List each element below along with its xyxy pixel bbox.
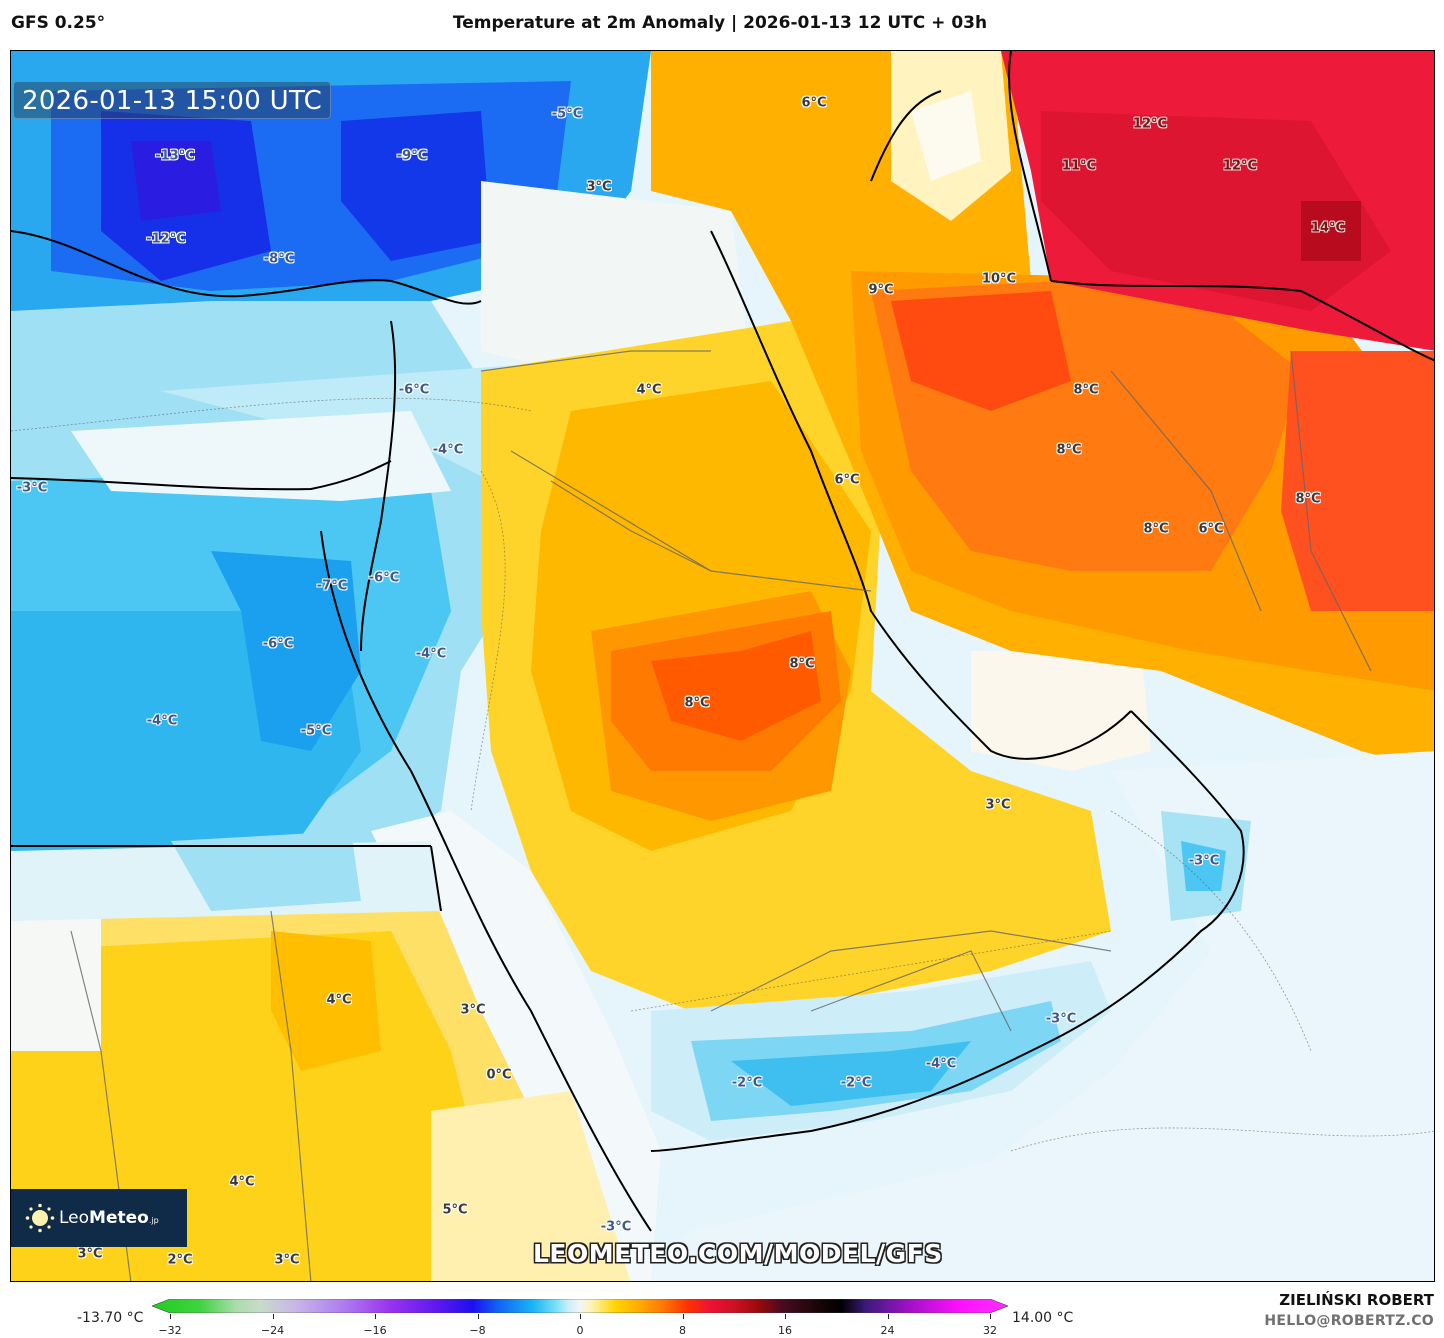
temperature-label: 11°C (1061, 158, 1097, 174)
anomaly-field (11, 51, 1434, 1281)
temperature-label: 3°C (586, 179, 612, 195)
temperature-label: -3°C (1045, 1011, 1077, 1027)
chart-title-text: Temperature at 2m Anomaly | 2026-01-13 1… (452, 13, 988, 33)
temperature-label: -8°C (263, 251, 295, 267)
temperature-label: -2°C (840, 1075, 872, 1091)
source-url-watermark[interactable]: LEOMETEO.COM/MODEL/GFS (533, 1239, 943, 1268)
colorbar-min-label: -13.70 °C (77, 1310, 144, 1326)
temperature-label: 14°C (1310, 220, 1346, 236)
temperature-label: -5°C (551, 106, 583, 122)
valid-time-box: 2026-01-13 15:00 UTC (13, 81, 332, 119)
temperature-label: 5°C (442, 1202, 468, 1218)
temperature-label: -13°C (155, 148, 195, 164)
temperature-label: 2°C (167, 1252, 193, 1268)
leometeo-logo[interactable]: LeoMeteo.jp (11, 1189, 187, 1247)
temperature-label: -6°C (368, 570, 400, 586)
temperature-label: -4°C (925, 1056, 957, 1072)
temperature-label: 6°C (801, 95, 827, 111)
temperature-label: 3°C (77, 1246, 103, 1262)
temperature-label: 3°C (460, 1002, 486, 1018)
colorbar (152, 1299, 1008, 1313)
temperature-label: 8°C (1073, 382, 1099, 398)
colorbar-tick-mark (887, 1314, 889, 1319)
temperature-label: 3°C (985, 797, 1011, 813)
colorbar-tick-label: −32 (158, 1324, 182, 1337)
temperature-label: 4°C (229, 1174, 255, 1190)
temperature-label: 9°C (868, 282, 894, 298)
temperature-label: 4°C (636, 382, 662, 398)
colorbar-tick-mark (477, 1314, 479, 1319)
temperature-label: 12°C (1132, 116, 1168, 132)
colorbar-tick-label: −24 (260, 1324, 285, 1337)
temperature-label: -3°C (1188, 853, 1220, 869)
temperature-label: 6°C (1198, 521, 1224, 537)
temperature-label: 8°C (1056, 442, 1082, 458)
colorbar-tick-mark (580, 1314, 581, 1319)
colorbar-tick-mark (170, 1314, 171, 1319)
temperature-label: -9°C (396, 148, 428, 164)
temperature-anomaly-map[interactable]: 2026-01-13 15:00 UTC -13°C -12°C -9°C -8°C -… (10, 50, 1435, 1282)
colorbar-tick-label: 16 (778, 1324, 792, 1337)
temperature-label: 3°C (274, 1252, 300, 1268)
temperature-label: -4°C (146, 713, 178, 729)
temperature-label: -4°C (432, 442, 464, 458)
colorbar-tick-label: 24 (880, 1324, 895, 1337)
temperature-label: 0°C (486, 1067, 512, 1083)
colorbar-tick-mark (990, 1314, 991, 1319)
brand-suffix: .jp (148, 1216, 159, 1225)
temperature-label: 6°C (834, 472, 860, 488)
colorbar-tick-mark (785, 1314, 786, 1319)
colorbar-tick-label: 32 (983, 1324, 997, 1337)
brand-wordmark: LeoMeteo.jp (59, 1208, 159, 1228)
colorbar-tick-mark (375, 1314, 376, 1319)
temperature-label: -2°C (731, 1075, 763, 1091)
colorbar-tick-label: 8 (679, 1324, 686, 1337)
temperature-label: -7°C (316, 578, 348, 594)
brand-name-light: Leo (59, 1208, 90, 1228)
temperature-label: -4°C (415, 646, 447, 662)
brand-name-bold: Meteo (89, 1208, 149, 1228)
temperature-label: 8°C (1295, 491, 1321, 507)
colorbar-tick-label: −16 (363, 1324, 387, 1337)
temperature-label: 8°C (684, 695, 710, 711)
temperature-label: -3°C (16, 480, 48, 496)
sun-icon (25, 1203, 55, 1233)
colorbar-tick-mark (682, 1314, 684, 1319)
temperature-label: -6°C (398, 382, 430, 398)
chart-title: Temperature at 2m Anomaly | 2026-01-13 1… (0, 13, 1444, 33)
temperature-label: 8°C (789, 656, 815, 672)
temperature-label: 8°C (1143, 521, 1169, 537)
colorbar-tick-label: −8 (469, 1324, 486, 1337)
colorbar-tick-label: 0 (576, 1324, 584, 1337)
author-name: ZIELIŃSKI ROBERT (1279, 1291, 1434, 1309)
temperature-label: -6°C (262, 636, 294, 652)
temperature-label: 4°C (326, 992, 352, 1008)
temperature-label: -5°C (300, 723, 332, 739)
temperature-label: 12°C (1222, 158, 1258, 174)
temperature-label: -12°C (146, 231, 186, 247)
temperature-label: 10°C (981, 271, 1017, 287)
colorbar-ticks: −32 −24 −16 −8 0 8 16 24 32 (0, 1314, 1444, 1338)
temperature-label: -3°C (600, 1219, 632, 1235)
model-label: GFS 0.25° (11, 13, 106, 33)
colorbar-tick-mark (272, 1314, 274, 1319)
colorbar-max-label: 14.00 °C (1012, 1310, 1074, 1326)
author-email[interactable]: HELLO@ROBERTZ.CO (1264, 1313, 1434, 1329)
